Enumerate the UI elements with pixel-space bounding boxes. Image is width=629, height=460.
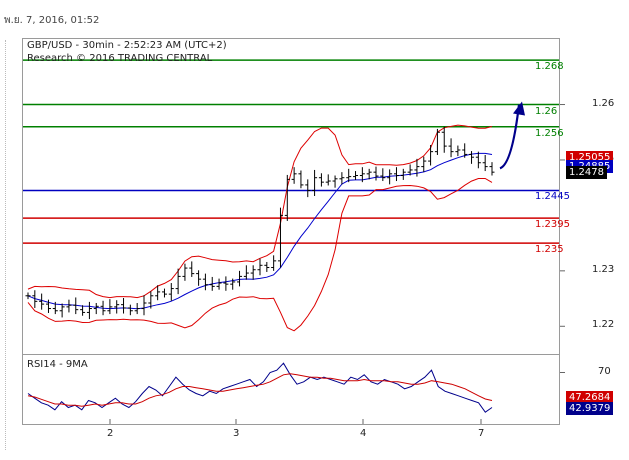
level-label-2: 1.256 xyxy=(535,127,564,139)
rsi-tag-1: 42.9379 xyxy=(566,402,614,416)
y-tick-label-0: 1.22 xyxy=(592,319,615,331)
bollinger-upper xyxy=(27,124,493,299)
price-tag-2: 1.2478 xyxy=(566,166,607,180)
level-label-3: 1.2445 xyxy=(535,191,570,203)
y-tick-label-1: 1.23 xyxy=(592,263,615,275)
pane-divider[interactable] xyxy=(22,354,560,355)
rsi-series-1 xyxy=(27,373,493,407)
rsi-y-tick-label-0: 70 xyxy=(598,365,611,377)
price-chart xyxy=(22,59,560,332)
moving-average xyxy=(27,152,493,310)
x-tick-label-3: 7 xyxy=(478,428,485,439)
level-label-0: 1.268 xyxy=(535,61,564,73)
level-label-5: 1.235 xyxy=(535,244,564,256)
rsi-axis xyxy=(560,355,629,425)
left-dotted-guide xyxy=(5,40,7,450)
forecast-arrow xyxy=(499,104,521,170)
price-axis-svg xyxy=(560,104,565,327)
level-label-1: 1.26 xyxy=(535,105,558,117)
x-tick-label-0: 2 xyxy=(107,428,114,439)
price-axis xyxy=(560,38,629,354)
x-tick-label-2: 4 xyxy=(360,428,367,439)
rsi-axis-svg xyxy=(560,372,565,373)
rsi-title: RSI14 - 9MA xyxy=(27,359,88,370)
rsi-tag-0: 47.2684 xyxy=(566,391,614,405)
forecast-arrow-head xyxy=(513,101,525,116)
rsi-chart xyxy=(27,362,493,425)
bollinger-lower xyxy=(27,178,493,332)
rsi-pane[interactable] xyxy=(22,355,560,425)
x-tick-label-1: 3 xyxy=(233,428,240,439)
chart-header-research: Research © 2016 TRADING CENTRAL xyxy=(27,53,213,64)
level-label-4: 1.2395 xyxy=(535,219,570,231)
price-pane[interactable] xyxy=(22,38,560,354)
timestamp: พ.ย. 7, 2016, 01:52 xyxy=(4,15,100,26)
y-tick-label-3: 1.26 xyxy=(592,97,615,109)
chart-header-symbol: GBP/USD - 30min - 2:52:23 AM (UTC+2) xyxy=(27,40,227,51)
